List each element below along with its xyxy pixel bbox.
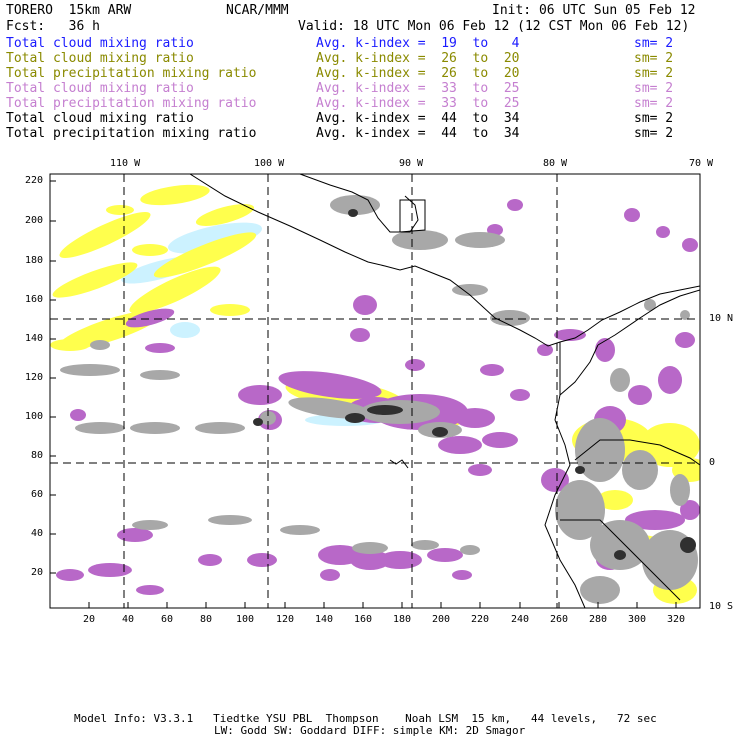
x-tick-label: 220 xyxy=(471,614,490,625)
x-tick-label: 320 xyxy=(667,614,686,625)
x-tick-label: 260 xyxy=(550,614,569,625)
x-tick-label: 140 xyxy=(315,614,334,625)
x-tick-label: 280 xyxy=(589,614,608,625)
legend-sm: sm= 2 xyxy=(634,81,674,96)
longitude-label: 70 W xyxy=(689,158,714,169)
legend-sm: sm= 2 xyxy=(634,111,674,126)
longitude-label: 90 W xyxy=(399,158,424,169)
model-title: TORERO 15km ARW xyxy=(6,3,132,18)
organization-label: NCAR/MMM xyxy=(226,3,289,18)
legend-name: Total cloud mixing ratio xyxy=(6,51,194,66)
legend-kindex: Avg. k-index = 26 to 20 xyxy=(316,66,520,81)
dark-cloud-field xyxy=(253,209,696,560)
latitude-label: 0 xyxy=(709,457,716,468)
x-tick-label: 20 xyxy=(83,614,96,625)
legend-name: Total cloud mixing ratio xyxy=(6,36,194,51)
legend-name: Total precipitation mixing ratio xyxy=(6,126,257,141)
x-tick-label: 120 xyxy=(276,614,295,625)
map-frame xyxy=(49,173,701,609)
x-tick-label: 240 xyxy=(511,614,530,625)
legend-sm: sm= 2 xyxy=(634,36,674,51)
y-tick-label: 160 xyxy=(25,294,44,305)
x-tick-label: 100 xyxy=(236,614,255,625)
legend-sm: sm= 2 xyxy=(634,66,674,81)
init-time: Init: 06 UTC Sun 05 Feb 12 xyxy=(492,3,696,18)
legend-name: Total precipitation mixing ratio xyxy=(6,66,257,81)
legend-sm: sm= 2 xyxy=(634,51,674,66)
x-tick-label: 180 xyxy=(393,614,412,625)
legend-sm: sm= 2 xyxy=(634,126,674,141)
legend-name: Total precipitation mixing ratio xyxy=(6,96,257,111)
latitude-label: 10 N xyxy=(709,313,734,324)
y-tick-label: 140 xyxy=(25,333,44,344)
y-tick-label: 40 xyxy=(31,528,44,539)
coastlines xyxy=(189,174,700,608)
forecast-hour: Fcst: 36 h xyxy=(6,19,100,34)
latitude-label: 10 S xyxy=(709,601,734,612)
legend-kindex: Avg. k-index = 44 to 34 xyxy=(316,126,520,141)
physics-info: LW: Godd SW: Goddard DIFF: simple KM: 2D… xyxy=(214,724,526,737)
legend-name: Total cloud mixing ratio xyxy=(6,81,194,96)
y-tick-label: 200 xyxy=(25,215,44,226)
tick-marks xyxy=(50,180,677,608)
cloud-fields xyxy=(50,184,700,604)
legend-sm: sm= 2 xyxy=(634,96,674,111)
longitude-label: 80 W xyxy=(543,158,568,169)
x-tick-label: 160 xyxy=(354,614,373,625)
legend-kindex: Avg. k-index = 26 to 20 xyxy=(316,51,520,66)
y-tick-label: 60 xyxy=(31,489,44,500)
longitude-label: 100 W xyxy=(254,158,285,169)
x-tick-label: 300 xyxy=(628,614,647,625)
x-tick-label: 60 xyxy=(161,614,174,625)
y-tick-label: 20 xyxy=(31,567,44,578)
y-tick-label: 80 xyxy=(31,450,44,461)
y-tick-label: 100 xyxy=(25,411,44,422)
x-tick-label: 200 xyxy=(432,614,451,625)
x-tick-label: 40 xyxy=(122,614,135,625)
longitude-label: 110 W xyxy=(110,158,141,169)
y-tick-label: 180 xyxy=(25,255,44,266)
model-info: Model Info: V3.3.1 Tiedtke YSU PBL Thomp… xyxy=(74,712,657,725)
legend-kindex: Avg. k-index = 33 to 25 xyxy=(316,96,520,111)
legend-name: Total cloud mixing ratio xyxy=(6,111,194,126)
graticule xyxy=(50,174,700,608)
legend-kindex: Avg. k-index = 44 to 34 xyxy=(316,111,520,126)
y-tick-label: 220 xyxy=(25,175,44,186)
x-tick-label: 80 xyxy=(200,614,213,625)
legend-kindex: Avg. k-index = 33 to 25 xyxy=(316,81,520,96)
legend-kindex: Avg. k-index = 19 to 4 xyxy=(316,36,520,51)
valid-time: Valid: 18 UTC Mon 06 Feb 12 (12 CST Mon … xyxy=(298,19,690,34)
y-tick-label: 120 xyxy=(25,372,44,383)
